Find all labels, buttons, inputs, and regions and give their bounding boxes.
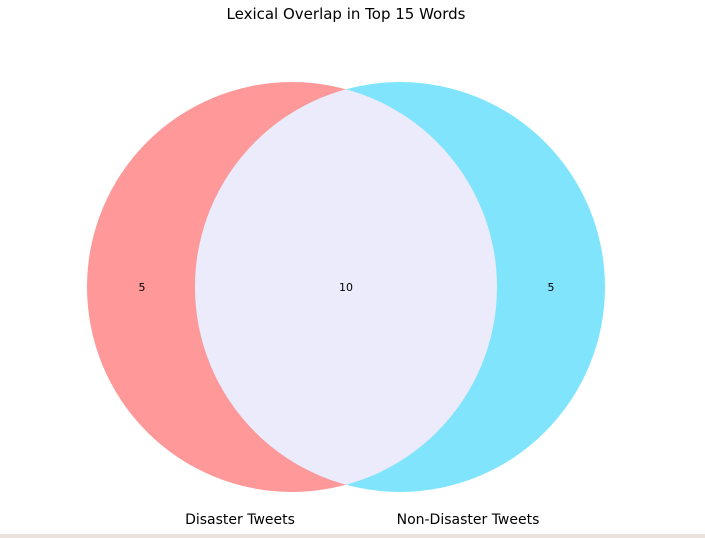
set-a-only-count: 5: [139, 281, 146, 294]
intersection-region: [195, 82, 497, 492]
intersection-count: 10: [339, 281, 353, 294]
bottom-strip: [0, 534, 705, 538]
set-b-only-count: 5: [548, 281, 555, 294]
set-a-label: Disaster Tweets: [185, 512, 295, 528]
diagram-title: Lexical Overlap in Top 15 Words: [227, 5, 466, 23]
set-b-label: Non-Disaster Tweets: [397, 512, 540, 528]
